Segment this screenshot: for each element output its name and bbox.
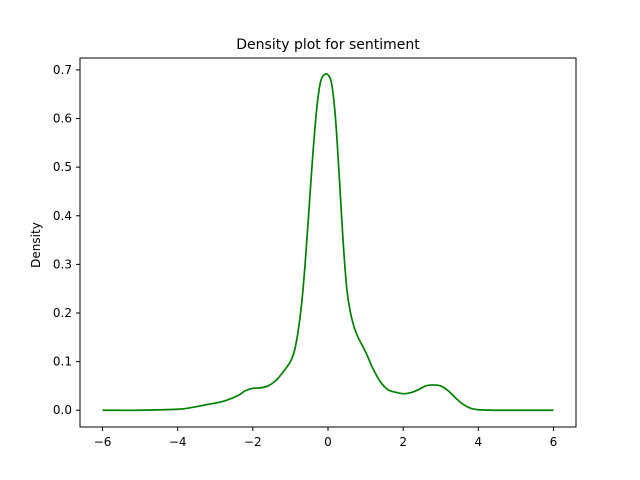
y-tick-label: 0.1 (53, 355, 72, 369)
y-tick-label: 0.6 (53, 112, 72, 126)
chart-title: Density plot for sentiment (236, 37, 420, 53)
y-tick-label: 0.3 (53, 257, 72, 271)
y-tick-label: 0.5 (53, 160, 72, 174)
y-tick-label: 0.0 (53, 403, 72, 417)
y-tick-label: 0.2 (53, 306, 72, 320)
y-axis-ticks: 0.0 0.1 0.2 0.3 0.4 0.5 0.6 0.7 (53, 63, 80, 417)
x-tick-label: 2 (399, 435, 407, 449)
x-tick-label: 6 (550, 435, 558, 449)
density-line (102, 72, 554, 412)
x-tick-label: −4 (169, 435, 187, 449)
x-tick-label: 0 (324, 435, 332, 449)
x-tick-label: −2 (244, 435, 262, 449)
x-axis-ticks: −6 −4 −2 0 2 4 6 (94, 427, 558, 449)
x-tick-label: 4 (474, 435, 482, 449)
y-tick-label: 0.4 (53, 209, 72, 223)
y-tick-label: 0.7 (53, 63, 72, 77)
series-layer (102, 72, 554, 412)
x-tick-label: −6 (94, 435, 112, 449)
y-axis-label: Density (29, 222, 43, 268)
plot-area-frame (79, 57, 577, 428)
